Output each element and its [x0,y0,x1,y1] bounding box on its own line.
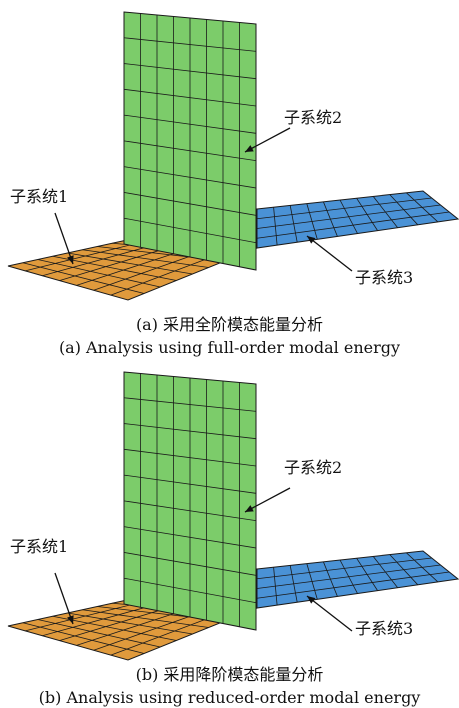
panel-b-mesh-figure [7,371,459,661]
panel-a-subsystem1-leader [54,212,74,265]
panel-a-subsystem2-label: 子系统2 [284,108,343,127]
panel-b-subsystem1-label: 子系统1 [10,537,69,556]
panel-b-caption-cn: (b) 采用降阶模态能量分析 [135,665,324,684]
panel-b-subsystem2-leader [244,487,291,513]
panel-a-caption-cn: (a) 采用全阶模态能量分析 [135,315,324,334]
panel-a-subsystem3-leader [306,235,353,272]
panel-a-subsystem2-leader [244,127,291,153]
panel-a-subsystem2-plate [123,11,257,271]
panel-b-subsystem2-plate [123,371,257,631]
panel-b-subsystem3-leader [306,595,353,632]
panel-a-mesh-figure [7,11,459,301]
panel-b-subsystem2-label: 子系统2 [284,458,343,477]
panel-a-subsystem3-label: 子系统3 [355,268,414,287]
panel-a-subsystem3-plate [256,190,459,249]
panel-a-caption-en: (a) Analysis using full-order modal ener… [58,338,401,357]
panel-a-subsystem1-label: 子系统1 [10,187,69,206]
panel-b-subsystem3-label: 子系统3 [355,619,414,638]
panel-b-subsystem3-plate [256,550,459,609]
panel-b-caption-en: (b) Analysis using reduced-order modal e… [38,688,421,707]
panel-b-subsystem1-leader [54,572,74,625]
